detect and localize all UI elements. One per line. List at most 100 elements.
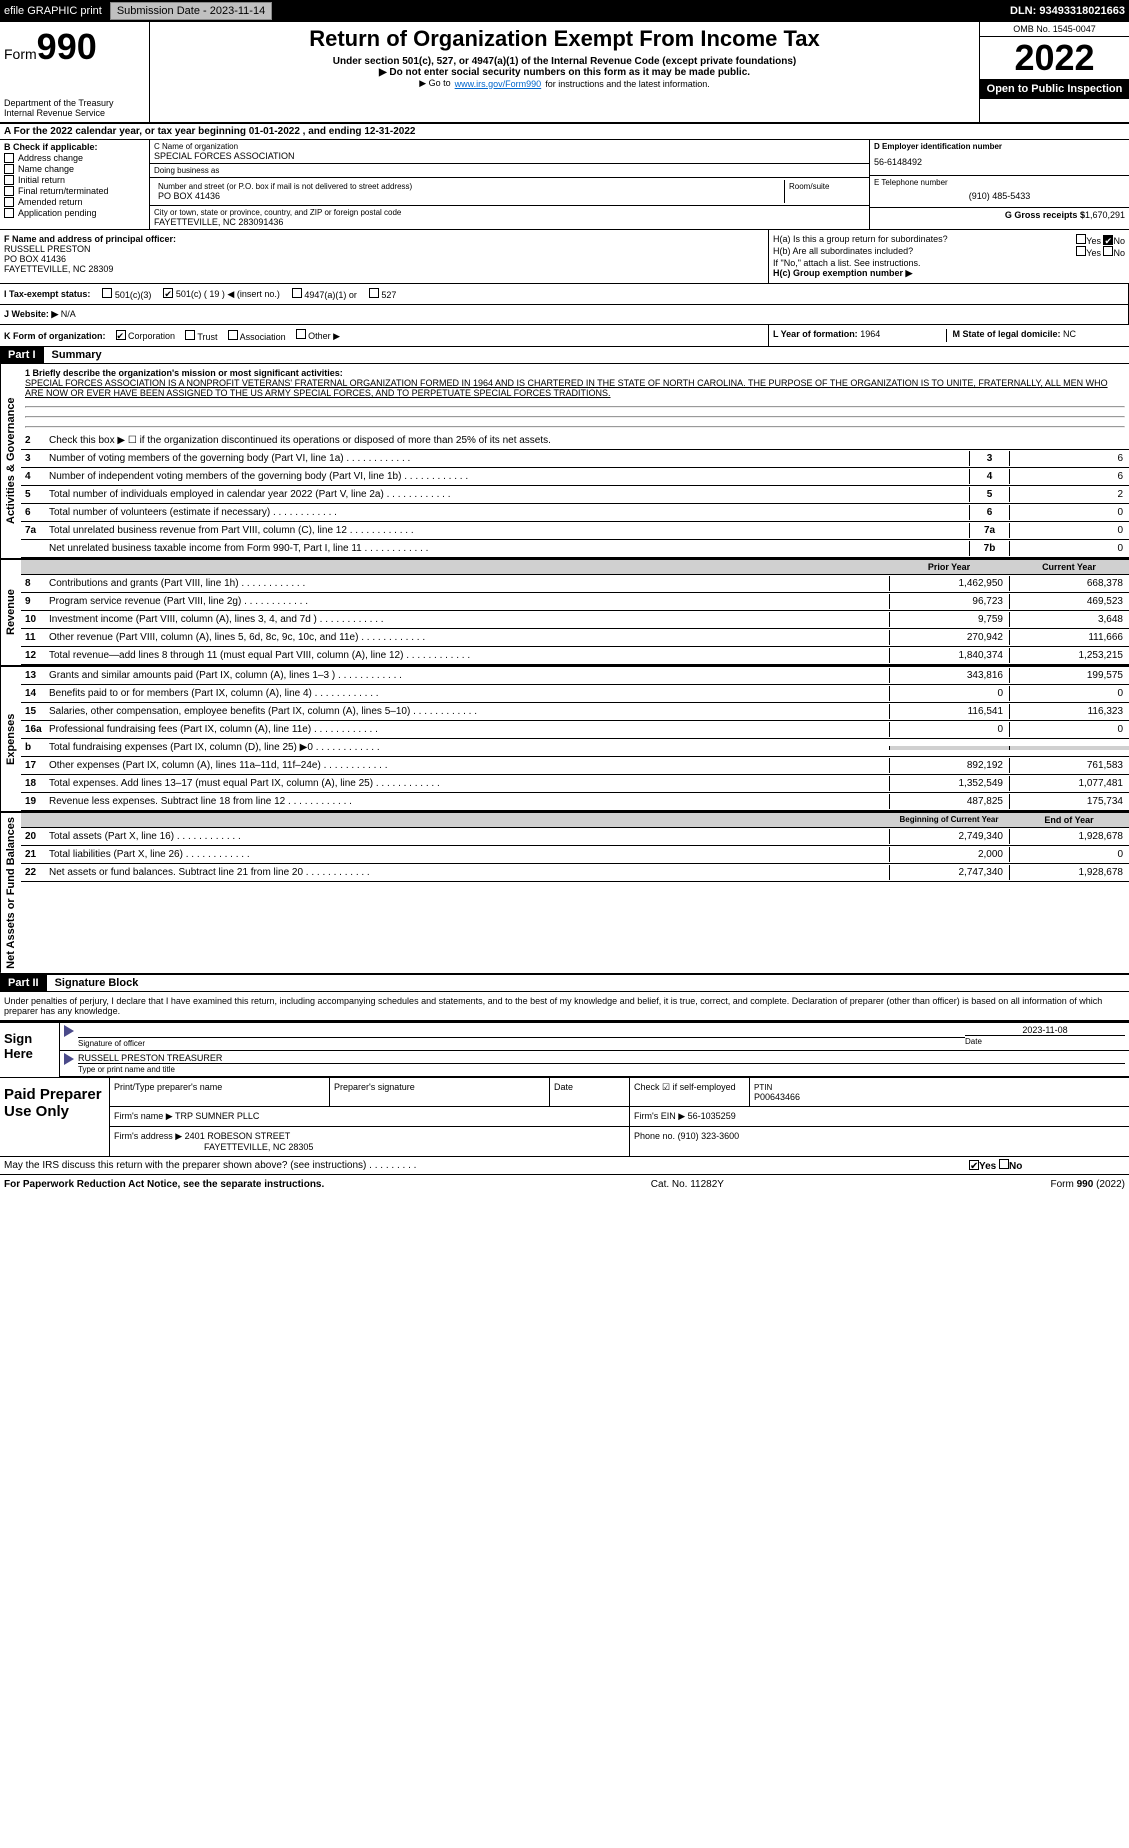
sig-officer-line: Signature of officer 2023-11-08Date (60, 1023, 1129, 1051)
data-line: 13Grants and similar amounts paid (Part … (21, 667, 1129, 685)
prep-row-addr: Firm's address ▶ 2401 ROBESON STREETFAYE… (110, 1127, 1129, 1156)
header-center: Return of Organization Exempt From Incom… (150, 22, 979, 122)
checkbox-icon (4, 197, 14, 207)
submission-date-button[interactable]: Submission Date - 2023-11-14 (110, 2, 272, 20)
gov-line: 3Number of voting members of the governi… (21, 450, 1129, 468)
row-klm: K Form of organization: ✔ Corporation Tr… (0, 325, 1129, 347)
col-d-ein-tel: D Employer identification number 56-6148… (869, 140, 1129, 229)
checkbox-icon (4, 186, 14, 196)
prep-row-firm: Firm's name ▶ TRP SUMNER PLLC Firm's EIN… (110, 1107, 1129, 1127)
data-line: 8Contributions and grants (Part VIII, li… (21, 575, 1129, 593)
cell-telephone: E Telephone number (910) 485-5433 (870, 176, 1129, 208)
irs-label: Internal Revenue Service (4, 108, 145, 118)
cell-street: Number and street (or P.O. box if mail i… (150, 178, 869, 206)
sidebar-governance: Activities & Governance (0, 364, 21, 558)
gov-line: Net unrelated business taxable income fr… (21, 540, 1129, 558)
open-public-badge: Open to Public Inspection (980, 79, 1129, 99)
part1-header: Part I Summary (0, 347, 1129, 364)
paid-preparer-label: Paid Preparer Use Only (0, 1078, 110, 1156)
gov-line: 6Total number of volunteers (estimate if… (21, 504, 1129, 522)
cell-dba: Doing business as (150, 164, 869, 178)
form-title: Return of Organization Exempt From Incom… (154, 26, 975, 52)
data-line: 19Revenue less expenses. Subtract line 1… (21, 793, 1129, 811)
col-b-checkboxes: B Check if applicable: Address changeNam… (0, 140, 150, 229)
colb-item[interactable]: Address change (4, 153, 145, 163)
sidebar-revenue: Revenue (0, 560, 21, 665)
perjury-declaration: Under penalties of perjury, I declare th… (0, 992, 1129, 1021)
data-line: 16aProfessional fundraising fees (Part I… (21, 721, 1129, 739)
header-right: OMB No. 1545-0047 2022 Open to Public In… (979, 22, 1129, 122)
prep-row-1: Print/Type preparer's name Preparer's si… (110, 1078, 1129, 1107)
form-subtitle: Under section 501(c), 527, or 4947(a)(1)… (154, 56, 975, 67)
discuss-line: May the IRS discuss this return with the… (0, 1157, 1129, 1175)
mission-text: SPECIAL FORCES ASSOCIATION IS A NONPROFI… (25, 378, 1108, 398)
paid-preparer-block: Paid Preparer Use Only Print/Type prepar… (0, 1078, 1129, 1157)
opt-501c3: 501(c)(3) (102, 288, 151, 300)
omb-number: OMB No. 1545-0047 (980, 22, 1129, 37)
opt-527: 527 (369, 288, 397, 300)
footer-left: For Paperwork Reduction Act Notice, see … (4, 1179, 324, 1190)
dept-label: Department of the Treasury (4, 98, 145, 108)
cell-ein: D Employer identification number 56-6148… (870, 140, 1129, 176)
row-a-tax-year: A For the 2022 calendar year, or tax yea… (0, 124, 1129, 140)
colb-item[interactable]: Application pending (4, 208, 145, 218)
row-j: J Website: ▶ N/A (0, 305, 1129, 325)
data-line: bTotal fundraising expenses (Part IX, co… (21, 739, 1129, 757)
row-f-h: F Name and address of principal officer:… (0, 230, 1129, 284)
page-footer: For Paperwork Reduction Act Notice, see … (0, 1175, 1129, 1194)
data-line: 9Program service revenue (Part VIII, lin… (21, 593, 1129, 611)
sign-here-label: Sign Here (0, 1023, 60, 1077)
k-trust: Trust (185, 330, 218, 342)
line-2-checkbox: 2Check this box ▶ ☐ if the organization … (21, 432, 1129, 450)
data-line: 15Salaries, other compensation, employee… (21, 703, 1129, 721)
data-line: 18Total expenses. Add lines 13–17 (must … (21, 775, 1129, 793)
efile-label: efile GRAPHIC print (4, 5, 102, 17)
irs-link[interactable]: www.irs.gov/Form990 (455, 79, 542, 89)
net-col-headers: Beginning of Current Year End of Year (21, 813, 1129, 828)
form-number: Form990 (4, 26, 145, 68)
colb-item[interactable]: Initial return (4, 175, 145, 185)
part2-header: Part II Signature Block (0, 975, 1129, 992)
mission-block: 1 Briefly describe the organization's mi… (21, 364, 1129, 432)
opt-501c: ✔ 501(c) ( 19 ) ◀ (insert no.) (163, 288, 279, 300)
data-line: 12Total revenue—add lines 8 through 11 (… (21, 647, 1129, 665)
section-bcd: B Check if applicable: Address changeNam… (0, 140, 1129, 230)
cell-gross-receipts: G Gross receipts $1,670,291 (870, 208, 1129, 222)
section-expenses: Expenses 13Grants and similar amounts pa… (0, 667, 1129, 813)
data-line: 20Total assets (Part X, line 16)2,749,34… (21, 828, 1129, 846)
sidebar-net-assets: Net Assets or Fund Balances (0, 813, 21, 973)
colb-item[interactable]: Name change (4, 164, 145, 174)
row-i: I Tax-exempt status: 501(c)(3) ✔ 501(c) … (0, 284, 1129, 305)
sidebar-expenses: Expenses (0, 667, 21, 811)
k-assoc: Association (228, 330, 286, 342)
colb-item[interactable]: Final return/terminated (4, 186, 145, 196)
header-left: Form990 Department of the Treasury Inter… (0, 22, 150, 122)
cell-org-name: C Name of organization SPECIAL FORCES AS… (150, 140, 869, 164)
data-line: 17Other expenses (Part IX, column (A), l… (21, 757, 1129, 775)
tax-year: 2022 (980, 37, 1129, 79)
data-line: 11Other revenue (Part VIII, column (A), … (21, 629, 1129, 647)
checkbox-icon (4, 175, 14, 185)
k-other: Other ▶ (296, 329, 340, 342)
form-header: Form990 Department of the Treasury Inter… (0, 22, 1129, 124)
ha-yes-no: Yes ✔No (1076, 234, 1125, 246)
data-line: 10Investment income (Part VIII, column (… (21, 611, 1129, 629)
gov-line: 7aTotal unrelated business revenue from … (21, 522, 1129, 540)
section-governance: Activities & Governance 1 Briefly descri… (0, 364, 1129, 560)
rev-col-headers: Prior Year Current Year (21, 560, 1129, 575)
opt-4947: 4947(a)(1) or (292, 288, 357, 300)
signature-block: Sign Here Signature of officer 2023-11-0… (0, 1021, 1129, 1078)
k-corp: ✔ Corporation (116, 330, 176, 341)
footer-right: Form 990 (2022) (1051, 1179, 1125, 1190)
principal-officer: F Name and address of principal officer:… (0, 230, 769, 283)
hb-yes-no: Yes No (1076, 246, 1125, 258)
arrow-icon (64, 1025, 74, 1037)
colb-item[interactable]: Amended return (4, 197, 145, 207)
checkbox-icon (4, 153, 14, 163)
gov-line: 5Total number of individuals employed in… (21, 486, 1129, 504)
section-revenue: Revenue Prior Year Current Year 8Contrib… (0, 560, 1129, 667)
data-line: 21Total liabilities (Part X, line 26)2,0… (21, 846, 1129, 864)
sig-name-line: RUSSELL PRESTON TREASURERType or print n… (60, 1051, 1129, 1077)
dln-label: DLN: 93493318021663 (1010, 5, 1125, 17)
section-net-assets: Net Assets or Fund Balances Beginning of… (0, 813, 1129, 975)
